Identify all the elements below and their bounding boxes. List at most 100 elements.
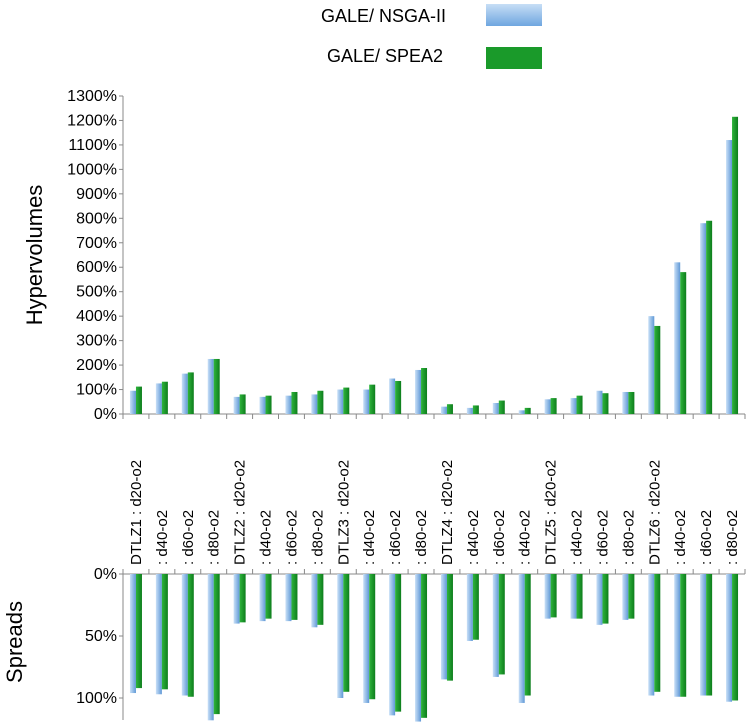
sp-bar-spea — [421, 574, 428, 718]
hv-bar-spea — [680, 272, 687, 414]
hv-bar-nsga — [440, 406, 447, 414]
sp-bar-nsga — [726, 574, 733, 702]
hv-bar-spea — [343, 387, 350, 414]
sp-bar-spea — [524, 574, 531, 696]
hv-bar-nsga — [285, 395, 292, 414]
category-label: : d40-o2 — [465, 510, 482, 565]
spreads-chart: 0% 50% 100% Spreads — [2, 566, 746, 722]
category-label: : d40-o2 — [517, 510, 534, 565]
hv-bar-spea — [498, 400, 505, 414]
hv-bar-nsga — [570, 398, 577, 414]
category-label: : d40-o2 — [672, 510, 689, 565]
category-label: : d40-o2 — [154, 510, 171, 565]
category-label: : d60-o2 — [491, 510, 508, 565]
sp-bar-nsga — [233, 574, 240, 624]
hv-bar-nsga — [674, 262, 681, 414]
hv-bar-nsga — [129, 390, 136, 414]
sp-bar-nsga — [363, 574, 370, 703]
hv-bar-nsga — [700, 223, 707, 414]
category-label: : d80-o2 — [413, 510, 430, 565]
sp-bar-spea — [395, 574, 402, 712]
hv-bar-nsga — [648, 316, 655, 414]
category-label: : d60-o2 — [698, 510, 715, 565]
hv-y-tick-label: 500% — [76, 284, 117, 301]
hv-bar-nsga — [466, 407, 473, 414]
category-label: : d40-o2 — [569, 510, 586, 565]
hv-bar-spea — [291, 391, 298, 414]
category-label: : d60-o2 — [594, 510, 611, 565]
sp-bar-nsga — [622, 574, 629, 620]
hv-y-tick-label: 600% — [76, 259, 117, 276]
sp-bar-nsga — [570, 574, 577, 619]
sp-bar-spea — [317, 574, 324, 625]
hv-bar-nsga — [207, 358, 214, 414]
hv-bar-spea — [602, 393, 609, 414]
sp-bar-spea — [472, 574, 479, 640]
sp-bar-spea — [213, 574, 220, 715]
sp-bar-nsga — [181, 574, 188, 696]
category-label: : d40-o2 — [361, 510, 378, 565]
hv-bar-spea — [732, 116, 739, 415]
hv-bar-nsga — [544, 399, 551, 414]
hv-y-axis-label: Hypervolumes — [22, 185, 47, 326]
hv-bar-nsga — [389, 378, 396, 414]
hv-bar-nsga — [726, 140, 733, 414]
sp-y-axis-label: Spreads — [2, 601, 27, 683]
sp-bar-spea — [161, 574, 168, 690]
hv-bar-spea — [654, 325, 661, 414]
hv-y-tick-label: 400% — [76, 308, 117, 325]
category-label: : d60-o2 — [180, 510, 197, 565]
hv-y-tick-label: 200% — [76, 357, 117, 374]
sp-bar-nsga — [207, 574, 214, 721]
sp-bar-spea — [576, 574, 583, 619]
hv-bar-nsga — [337, 389, 344, 414]
sp-bar-spea — [265, 574, 272, 619]
sp-bar-spea — [187, 574, 194, 697]
sp-bar-nsga — [440, 574, 447, 680]
category-label: : d60-o2 — [387, 510, 404, 565]
sp-bar-nsga — [518, 574, 525, 703]
hv-bar-spea — [421, 368, 428, 414]
hv-bar-spea — [472, 405, 479, 414]
hv-bar-nsga — [492, 402, 499, 414]
sp-y-tick-label: 50% — [85, 628, 117, 645]
sp-bar-spea — [706, 574, 713, 696]
legend-swatch-nsga — [486, 4, 542, 26]
sp-bar-spea — [135, 574, 142, 689]
hv-bar-nsga — [363, 389, 370, 414]
hv-bar-spea — [317, 390, 324, 414]
sp-bar-nsga — [415, 574, 422, 722]
category-label: : d80-o2 — [620, 510, 637, 565]
hv-bar-nsga — [415, 369, 422, 414]
sp-bar-nsga — [337, 574, 344, 698]
sp-bar-spea — [628, 574, 635, 619]
sp-bar-nsga — [155, 574, 162, 695]
category-label: : d80-o2 — [724, 510, 741, 565]
sp-y-tick-label: 100% — [76, 690, 117, 707]
hv-bar-nsga — [259, 396, 266, 414]
legend-label-spea: GALE/ SPEA2 — [327, 46, 444, 66]
hv-bar-spea — [369, 384, 376, 414]
hv-bar-spea — [576, 395, 583, 414]
sp-bar-nsga — [492, 574, 499, 677]
hv-bar-spea — [135, 386, 142, 414]
hv-bar-spea — [706, 220, 713, 414]
sp-bar-nsga — [700, 574, 707, 696]
legend-swatch-spea — [486, 47, 542, 69]
category-label: DTLZ3 : d20-o2 — [335, 460, 352, 565]
hv-bar-spea — [550, 398, 557, 414]
category-label: : d80-o2 — [309, 510, 326, 565]
hv-bar-spea — [628, 391, 635, 414]
sp-bar-spea — [343, 574, 350, 692]
hv-bar-nsga — [181, 373, 188, 414]
sp-y-tick-label: 0% — [94, 566, 117, 583]
hv-y-tick-label: 100% — [76, 382, 117, 399]
hv-bar-nsga — [155, 383, 162, 414]
sp-bar-nsga — [544, 574, 551, 619]
hv-y-tick-label: 1200% — [67, 112, 117, 129]
hv-bar-nsga — [622, 391, 629, 414]
hv-bar-nsga — [311, 394, 318, 414]
category-label: DTLZ5 : d20-o2 — [543, 460, 560, 565]
hv-y-tick-label: 700% — [76, 235, 117, 252]
hv-y-tick-label: 1300% — [67, 88, 117, 105]
